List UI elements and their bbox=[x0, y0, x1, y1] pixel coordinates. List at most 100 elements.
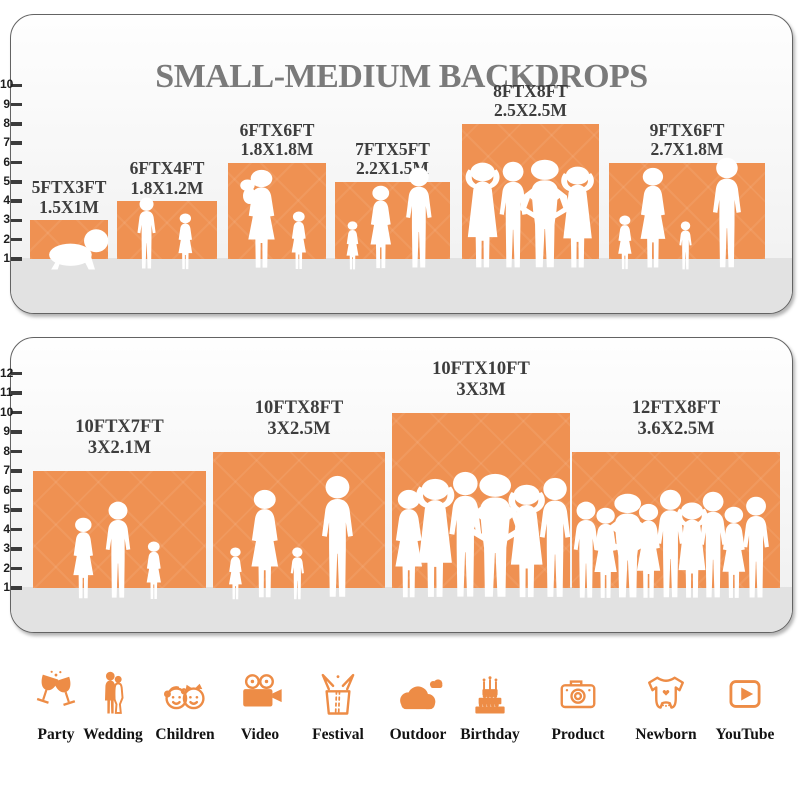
ruler-number: 7 bbox=[3, 463, 10, 477]
backdrop-size-label: 6FTX4FT 1.8X1.2M bbox=[72, 159, 262, 198]
newborn-icon bbox=[618, 668, 714, 720]
floor-band bbox=[11, 587, 792, 632]
ruler-number: 10 bbox=[0, 77, 14, 92]
people-silhouette-icon bbox=[734, 496, 778, 601]
ruler-tick bbox=[11, 547, 22, 551]
ruler-tick bbox=[11, 430, 22, 434]
wedding-icon bbox=[65, 668, 161, 720]
video-icon bbox=[212, 668, 308, 720]
backdrop-size-label: 9FTX6FT 2.7X1.8M bbox=[592, 120, 782, 160]
ruler-number: 3 bbox=[3, 541, 10, 555]
size-meters-text: 3X3M bbox=[456, 379, 506, 400]
size-meters-text: 3X2.1M bbox=[87, 438, 152, 458]
size-meters-text: 3.6X2.5M bbox=[637, 418, 715, 439]
category-label: Birthday bbox=[460, 726, 520, 743]
size-feet-text: 5FTX3FT bbox=[31, 177, 107, 198]
ruler-tick bbox=[11, 488, 22, 493]
people-silhouette-icon bbox=[397, 167, 441, 271]
backdrop-box-10ftx8ft bbox=[213, 451, 385, 588]
size-meters-text: 2.7X1.8M bbox=[650, 139, 724, 159]
ruler-tick bbox=[11, 180, 22, 184]
youtube-icon bbox=[697, 668, 793, 720]
ruler-number: 3 bbox=[3, 212, 10, 227]
ruler-tick bbox=[11, 371, 22, 376]
ruler-number: 6 bbox=[3, 482, 10, 497]
size-feet-text: 7FTX5FT bbox=[355, 138, 430, 159]
category-label: Wedding bbox=[83, 726, 143, 743]
size-feet-text: 6FTX4FT bbox=[129, 158, 205, 179]
ruler-tick bbox=[11, 199, 22, 203]
backdrop-size-label: 10FTX8FT 3X2.5M bbox=[204, 398, 394, 440]
ruler-number: 6 bbox=[3, 154, 10, 169]
ruler-number: 4 bbox=[3, 521, 10, 536]
page-title: SMALL-MEDIUM BACKDROPS bbox=[155, 57, 648, 95]
people-silhouette-icon bbox=[172, 213, 199, 271]
size-meters-text: 2.5X2.5M bbox=[494, 100, 567, 121]
category-label: Product bbox=[551, 726, 605, 743]
category-item-outdoor: Outdoor bbox=[370, 668, 466, 744]
ruler-number: 10 bbox=[0, 404, 14, 419]
people-silhouette-icon bbox=[140, 541, 168, 601]
product-icon bbox=[530, 668, 626, 720]
category-label: YouTube bbox=[715, 726, 775, 743]
ruler-number: 5 bbox=[3, 502, 10, 516]
birthday-icon bbox=[442, 668, 538, 720]
category-item-youtube: YouTube bbox=[697, 668, 793, 744]
people-silhouette-icon bbox=[239, 489, 291, 601]
size-feet-text: 12FTX8FT bbox=[631, 397, 721, 418]
people-silhouette-icon bbox=[550, 165, 605, 271]
backdrop-size-label: 10FTX7FT 3X2.1M bbox=[25, 417, 215, 459]
ruler-number: 7 bbox=[3, 135, 10, 150]
ruler-tick bbox=[11, 218, 22, 223]
ruler-tick bbox=[11, 527, 22, 532]
size-feet-text: 10FTX7FT bbox=[75, 417, 164, 437]
ruler-tick bbox=[11, 83, 22, 88]
ruler-number: 1 bbox=[3, 251, 10, 265]
ruler-number: 8 bbox=[3, 443, 10, 458]
ruler-tick bbox=[11, 141, 22, 145]
people-silhouette-icon bbox=[131, 197, 162, 271]
people-silhouette-icon bbox=[285, 211, 313, 271]
backdrop-box-6ftx4ft bbox=[117, 201, 217, 259]
ruler-number: 8 bbox=[3, 115, 10, 130]
ruler-tick bbox=[11, 391, 22, 395]
children-icon bbox=[137, 668, 233, 720]
people-silhouette-icon bbox=[97, 501, 139, 601]
category-item-children: Children bbox=[137, 668, 233, 744]
size-feet-text: 6FTX6FT bbox=[239, 119, 315, 140]
category-item-festival: Festival bbox=[290, 668, 386, 744]
category-item-newborn: Newborn bbox=[618, 668, 714, 744]
ruler-tick bbox=[11, 257, 22, 261]
category-label: Newborn bbox=[635, 726, 697, 743]
size-meters-text: 3X2.5M bbox=[267, 418, 331, 439]
people-silhouette-icon bbox=[703, 157, 751, 271]
ruler-number: 9 bbox=[3, 96, 10, 111]
ruler-tick bbox=[11, 566, 22, 571]
backdrop-size-label: 5FTX3FT 1.5X1M bbox=[0, 178, 164, 217]
people-silhouette-icon bbox=[361, 185, 401, 271]
category-item-product: Product bbox=[530, 668, 626, 744]
outdoor-icon bbox=[370, 668, 466, 720]
size-meters-text: 1.8X1.8M bbox=[240, 139, 314, 159]
category-item-party: Party bbox=[8, 668, 104, 744]
ruler-tick bbox=[11, 449, 22, 454]
size-feet-text: 8FTX8FT bbox=[493, 80, 568, 101]
category-item-wedding: Wedding bbox=[65, 668, 161, 744]
ruler-tick bbox=[11, 410, 22, 415]
ruler-tick bbox=[11, 122, 22, 126]
ruler-tick bbox=[11, 102, 22, 107]
party-icon bbox=[8, 668, 104, 720]
category-label: Festival bbox=[312, 726, 364, 743]
ruler-number: 2 bbox=[3, 231, 10, 246]
backdrop-size-label: 6FTX6FT 1.8X1.8M bbox=[182, 119, 372, 160]
ruler-tick bbox=[11, 160, 22, 165]
festival-icon bbox=[290, 668, 386, 720]
ruler-number: 1 bbox=[3, 580, 10, 594]
ruler-number: 4 bbox=[3, 193, 10, 208]
category-item-video: Video bbox=[212, 668, 308, 744]
category-label: Video bbox=[240, 726, 280, 743]
backdrop-size-label: 10FTX10FT 3X3M bbox=[386, 359, 576, 401]
size-feet-text: 10FTX8FT bbox=[254, 397, 344, 418]
ruler-number: 11 bbox=[0, 385, 13, 399]
